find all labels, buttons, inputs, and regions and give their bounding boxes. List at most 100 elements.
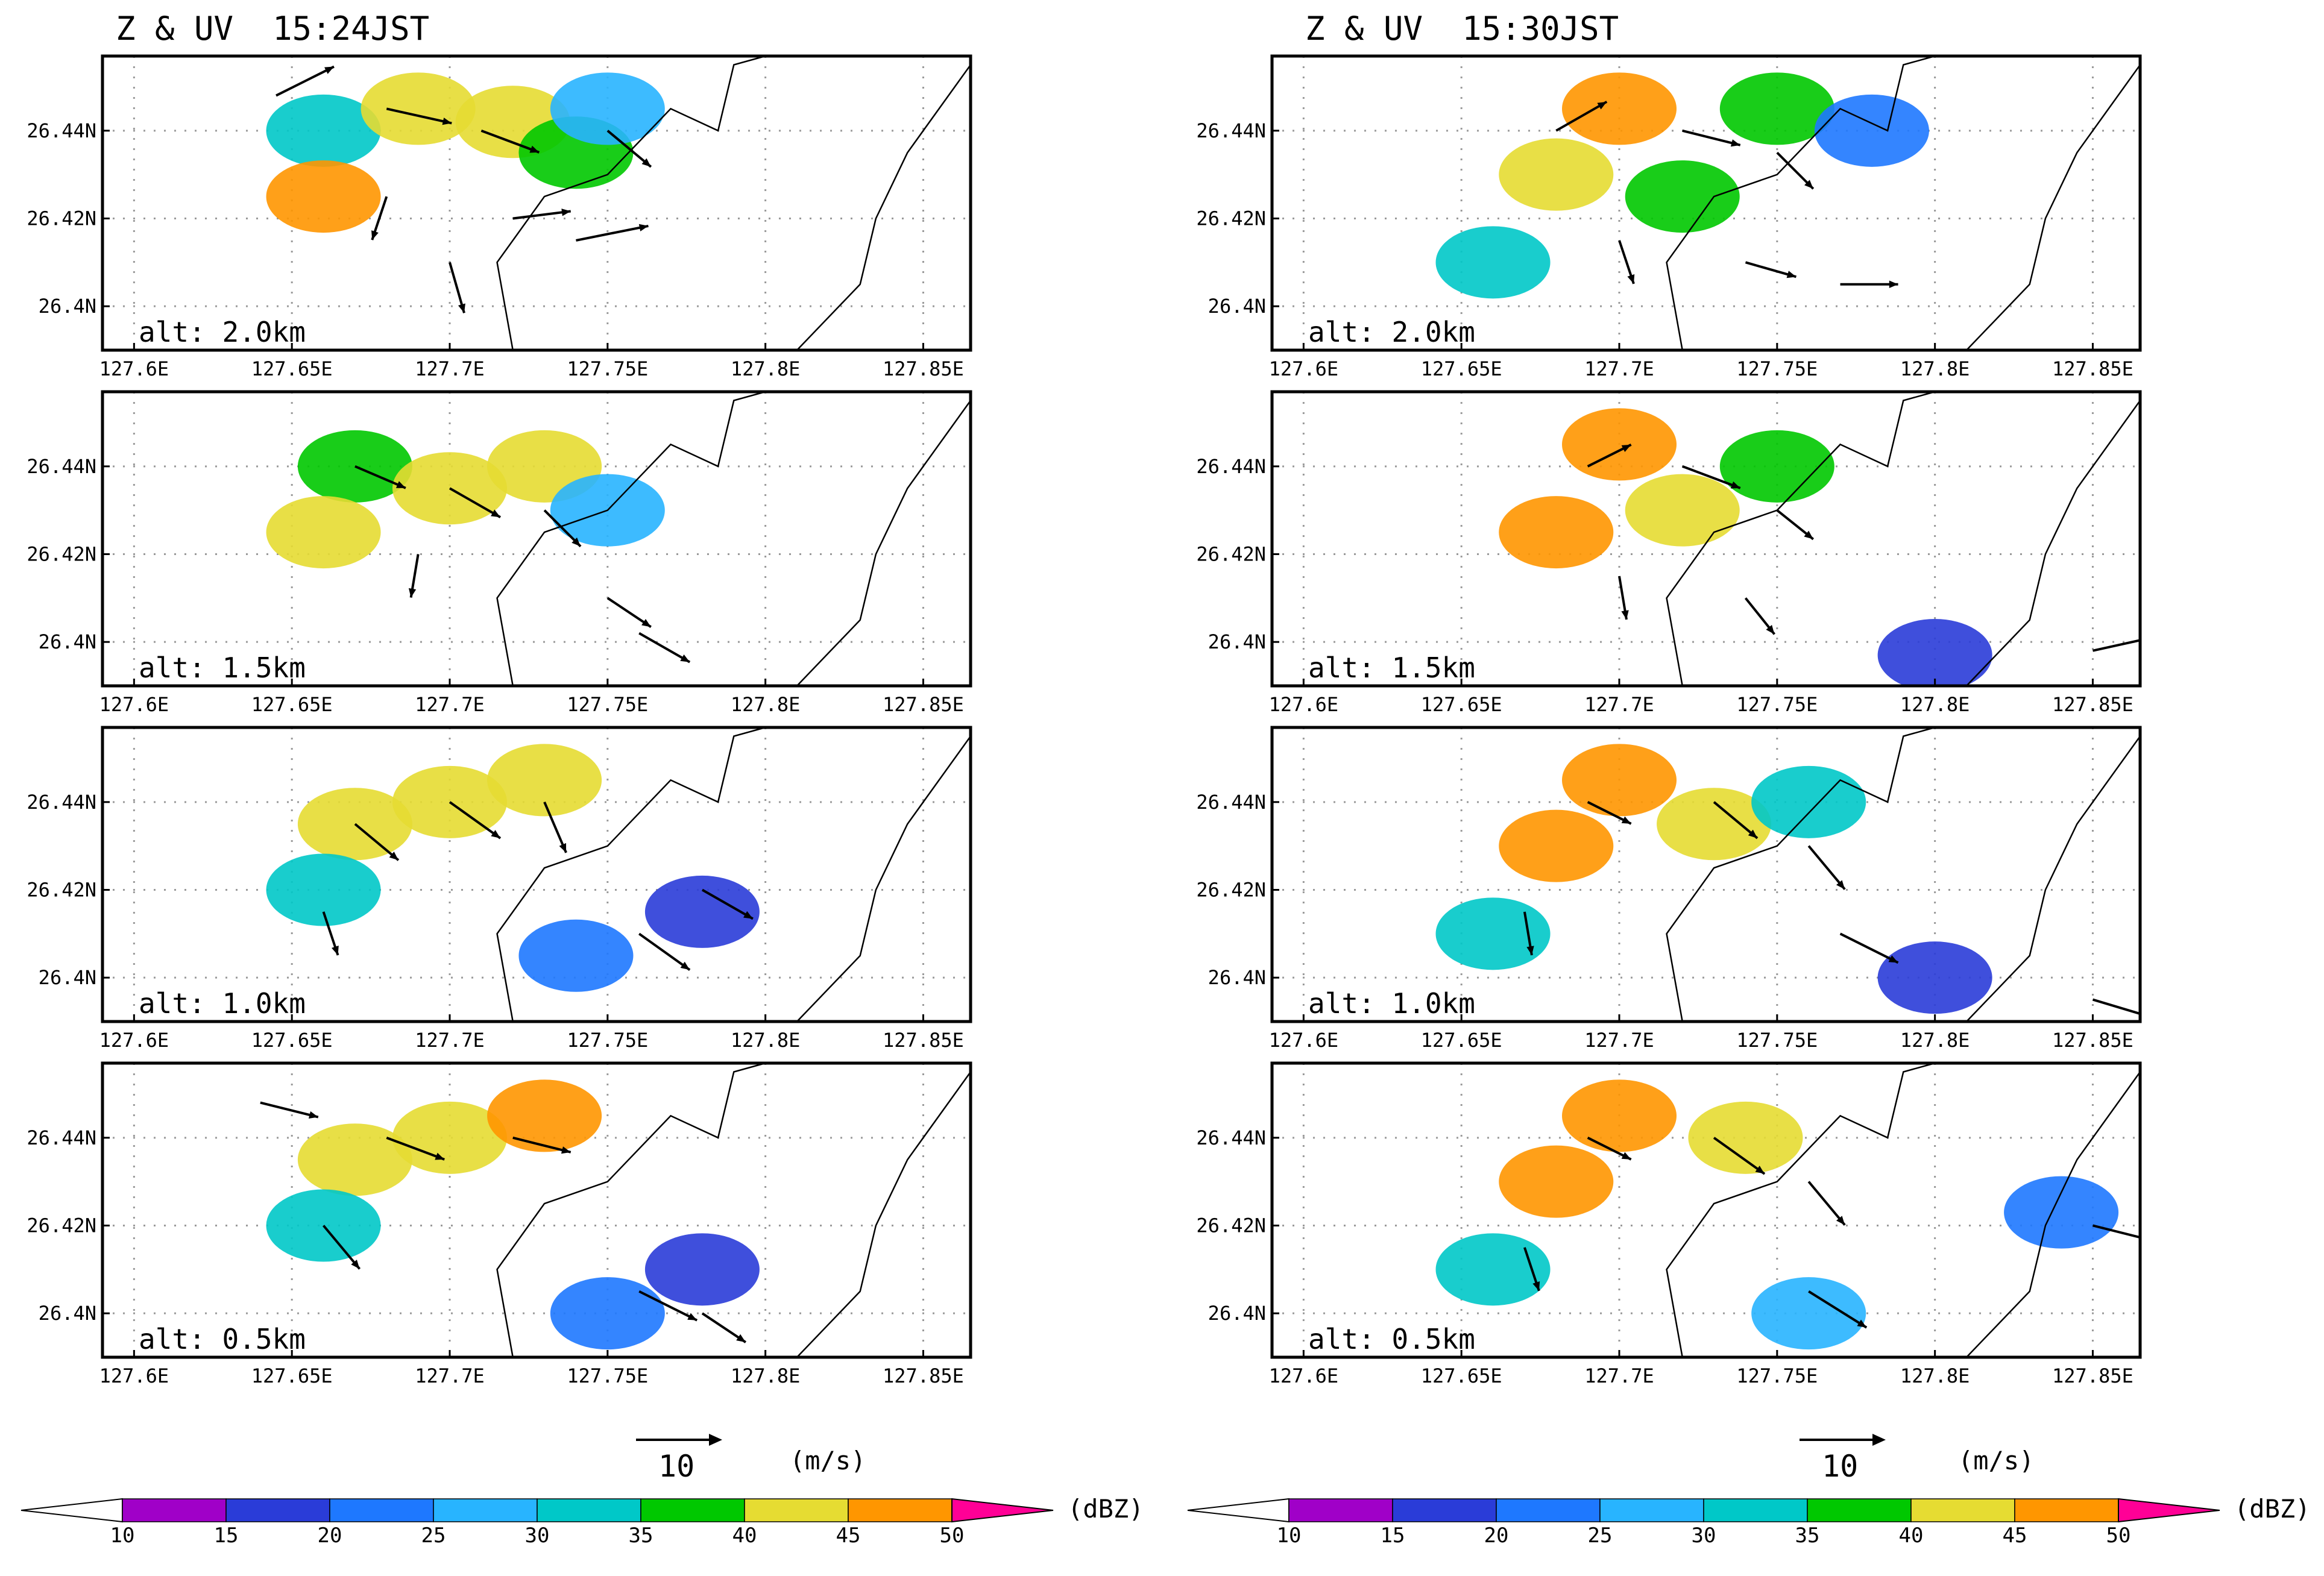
altitude-label: alt: 1.5km [139,651,306,684]
wind-vector-head [1836,1216,1845,1225]
coastline [496,727,766,1022]
x-tick-label: 127.7E [415,1029,485,1052]
reflectivity-cell [361,72,476,145]
coastline-east [1966,1071,2140,1357]
wind-vector-head [1755,1166,1765,1174]
x-tick-label: 127.7E [415,1364,485,1387]
x-tick-label: 127.75E [567,1364,648,1387]
reflectivity-cell [1719,430,1834,503]
colorbar-tick-label: 15 [1381,1524,1405,1548]
colorbar-unit: (dBZ) [1068,1494,1144,1524]
x-tick-label: 127.75E [567,357,648,380]
x-tick-label: 127.6E [1269,1364,1339,1387]
x-tick-label: 127.75E [1736,693,1818,716]
column-title-left: Z & UV 15:24JST [116,10,429,48]
wind-vector [1839,932,1899,964]
x-tick-label: 127.8E [731,357,801,380]
coastline [1666,1063,1935,1357]
colorbar-tick-label: 30 [525,1524,550,1548]
panel-frame [1270,54,2142,352]
reflectivity-cell [266,94,381,167]
altitude-label: alt: 1.5km [1308,651,1475,684]
wind-vector [449,801,502,840]
reflectivity-cell [1719,72,1834,145]
colorbar-segment [1392,1498,1497,1522]
wind-vector [638,632,691,664]
y-tick-label: 26.4N [39,630,96,653]
wind-vector-head [1889,280,1898,288]
colorbar-tick-label: 20 [318,1524,342,1548]
reflectivity-cell [297,1123,412,1196]
altitude-label: alt: 2.0km [139,316,306,348]
wind-vector [386,1136,445,1161]
altitude-label: alt: 0.5km [1308,1323,1475,1355]
coastline-east [796,735,971,1022]
wind-vector-head [1526,946,1534,955]
colorbar-tick-label: 50 [940,1524,965,1548]
reflectivity-cell [1877,941,1992,1014]
wind-vector [1682,129,1741,146]
reflectivity-cell [1625,474,1740,547]
y-tick-label: 26.44N [27,119,96,142]
vector-key-label-right: 10 [1822,1449,1858,1484]
y-tick-label: 26.4N [1208,630,1266,653]
altitude-label: alt: 2.0km [1308,316,1475,348]
coastline-east [796,1071,971,1357]
panel-frame [101,726,972,1023]
coastline [1666,392,1935,686]
x-tick-label: 127.75E [567,693,648,716]
x-tick-label: 127.8E [731,693,801,716]
x-tick-label: 127.6E [99,1364,169,1387]
panel-plot-area [1272,1063,2140,1357]
reflectivity-cell [518,919,634,992]
colorbar-segment [848,1498,953,1522]
vector-key-right: 10 (m/s) [1800,1434,2034,1484]
reflectivity-cell [1499,809,1614,882]
colorbar-tick-label: 45 [2003,1524,2027,1548]
x-tick-label: 127.65E [251,357,333,380]
reflectivity-cell [1814,94,1929,167]
wind-vector-head [687,1313,698,1320]
wind-vector [576,224,649,242]
wind-vector-head [572,537,581,547]
wind-vector-head [371,230,379,240]
reflectivity-cell [392,1101,507,1174]
wind-vector-head [1836,880,1845,890]
wind-vector [638,932,691,971]
wind-vector-head [561,209,571,216]
panel-right-2: 26.44N 26.42N 26.4N 127.6E 127.65E 127.7E 127.… [1196,390,2142,716]
y-tick-label: 26.42N [1196,542,1266,565]
y-tick-label: 26.44N [27,1126,96,1149]
reflectivity-cell [1657,788,1772,861]
wind-vector-head [458,303,465,313]
wind-vector-head [638,224,649,231]
wind-vector-head [743,911,753,919]
y-tick-label: 26.42N [27,542,96,565]
panel-plot-area [102,1063,971,1357]
x-tick-label: 127.65E [251,1364,333,1387]
wind-vector-head [442,118,452,125]
panel-frame [1270,390,2142,688]
wind-vector-head [324,66,334,74]
y-tick-label: 26.42N [1196,1214,1266,1237]
wind-vector-head [1627,274,1635,284]
panel-plot-area [102,392,971,686]
panel-frame [101,1061,972,1359]
y-tick-label: 26.42N [1196,878,1266,901]
x-tick-label: 127.85E [2052,1029,2133,1052]
wind-vector [1807,845,1846,890]
reflectivity-cell [1562,1079,1677,1152]
x-tick-label: 127.65E [1421,1029,1502,1052]
x-tick-label: 127.7E [1584,1029,1654,1052]
panel-left-4: 26.44N 26.42N 26.4N 127.6E 127.65E 127.7E 127.… [27,1061,972,1387]
reflectivity-cell [266,160,381,233]
coastline [1666,56,1935,350]
coastline-east [1966,64,2140,350]
vector-key-label-left: 10 [658,1449,694,1484]
y-tick-label: 26.4N [1208,1302,1266,1325]
wind-vector-head [1766,624,1775,635]
reflectivity-cell [1562,408,1677,481]
wind-vector-head [1621,816,1631,824]
wind-vector [354,465,406,489]
